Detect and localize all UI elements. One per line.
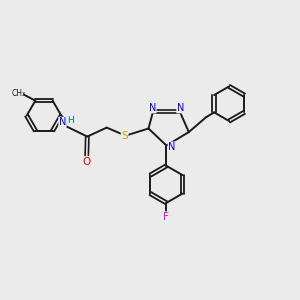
Text: N: N — [59, 117, 66, 127]
Text: N: N — [177, 103, 184, 113]
Text: H: H — [67, 116, 74, 125]
Text: N: N — [149, 103, 156, 113]
Text: N: N — [168, 142, 176, 152]
Text: F: F — [164, 212, 169, 222]
Text: CH₃: CH₃ — [11, 89, 26, 98]
Text: O: O — [82, 157, 90, 166]
Text: S: S — [121, 131, 128, 141]
